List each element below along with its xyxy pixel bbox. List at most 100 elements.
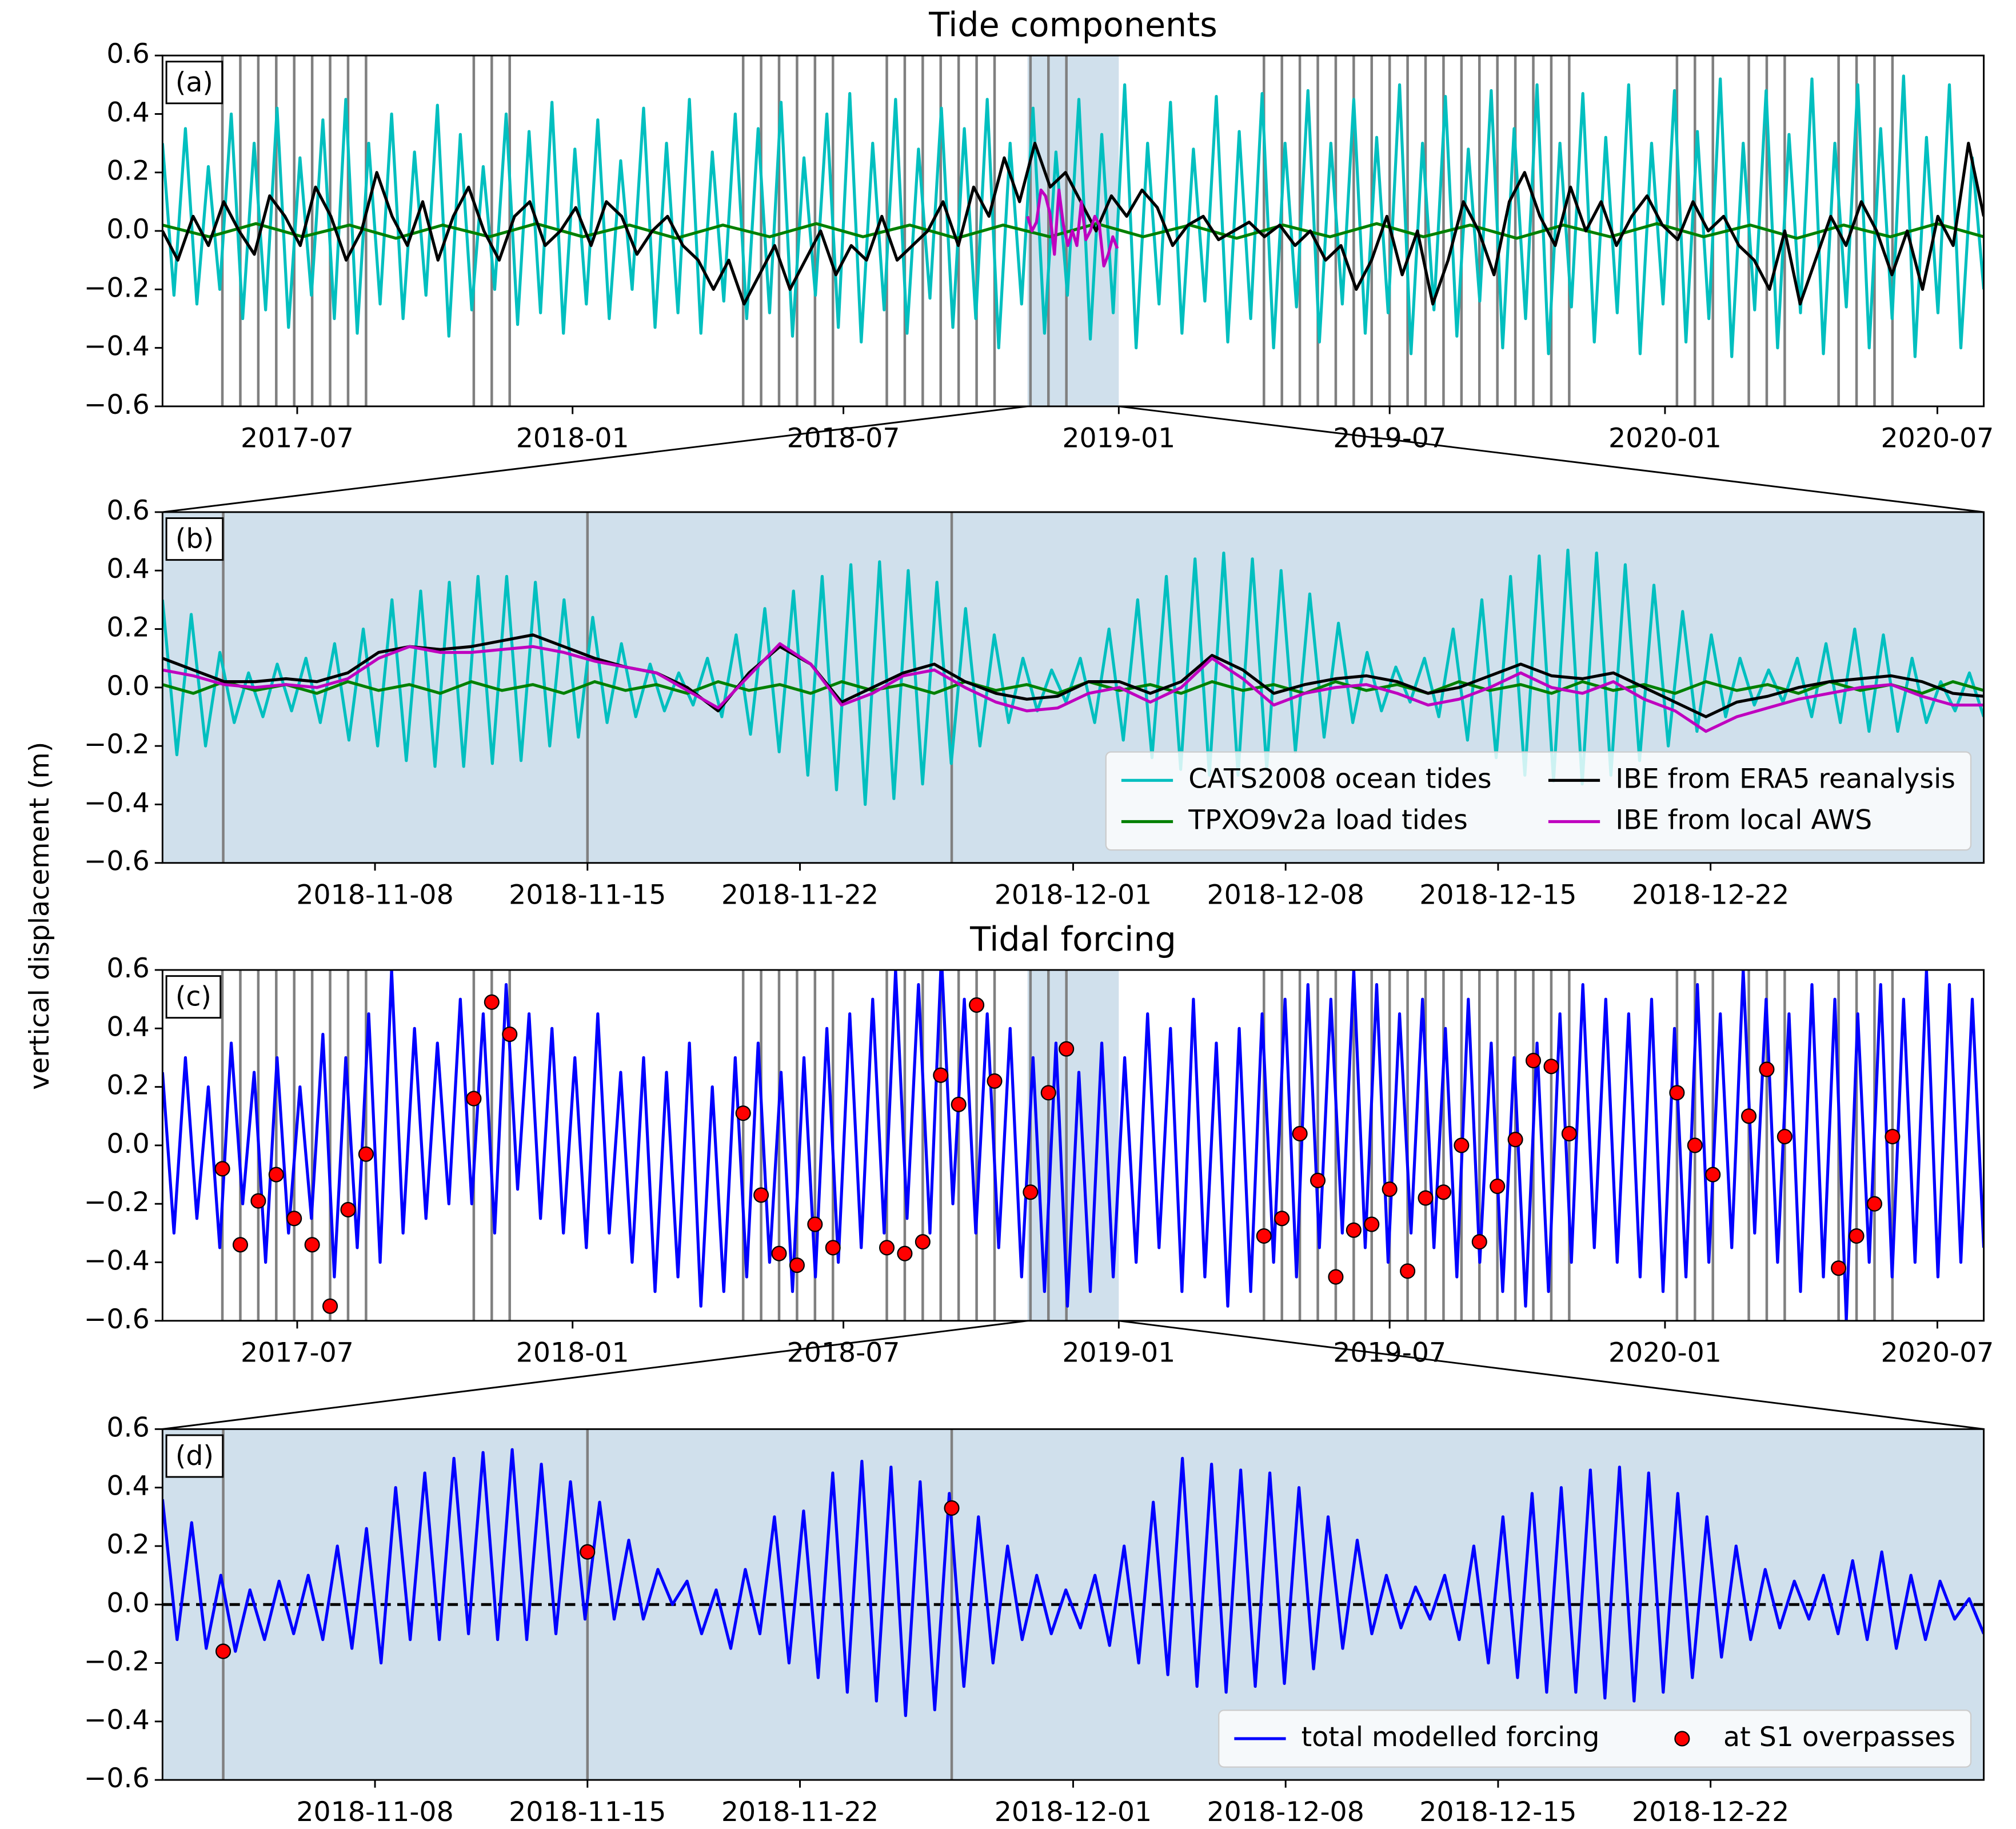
x-tick-label: 2018-11-08 <box>296 1796 453 1828</box>
legend: CATS2008 ocean tides TPXO9v2a load tides I… <box>1105 751 1972 851</box>
x-tick-label: 2019-01 <box>1062 1337 1175 1368</box>
panel-label-box <box>165 975 222 1019</box>
overpass-point <box>286 1211 302 1227</box>
overpass-point <box>1885 1129 1901 1145</box>
overpass-point <box>879 1240 895 1256</box>
overpass-point <box>1382 1181 1398 1197</box>
overpass-point <box>580 1544 596 1560</box>
x-tick-label: 2018-12-22 <box>1632 1796 1789 1828</box>
y-tick-label: −0.4 <box>84 1704 150 1736</box>
x-tick-label: 2018-11-22 <box>721 879 879 910</box>
series-line <box>162 970 1984 1321</box>
overpass-point <box>1471 1234 1487 1250</box>
y-tick-label: 0.6 <box>106 38 149 70</box>
overpass-point <box>232 1237 249 1253</box>
y-tick-label: −0.6 <box>84 1304 150 1335</box>
series-line <box>162 642 1984 733</box>
overpass-point <box>1777 1129 1793 1145</box>
x-tick-label: 2019-07 <box>1333 423 1446 454</box>
overpass-point <box>1364 1216 1380 1232</box>
panel-label-box <box>165 1434 224 1478</box>
panel-title: Tidal forcing <box>969 920 1176 959</box>
overpass-point <box>933 1067 949 1083</box>
legend-label: IBE from local AWS <box>1615 805 1872 836</box>
overpass-point <box>1561 1125 1577 1142</box>
y-tick-label: −0.4 <box>84 331 150 362</box>
panel-label: (a) <box>175 67 213 98</box>
legend-marker <box>1674 1731 1690 1747</box>
zoom-connector <box>162 1320 1028 1430</box>
y-tick-label: −0.6 <box>84 1763 150 1794</box>
overpass-point <box>1525 1053 1542 1069</box>
x-tick-label: 2018-12-01 <box>995 879 1152 910</box>
overpass-point <box>1849 1228 1865 1244</box>
overpass-point <box>825 1240 841 1256</box>
x-tick-label: 2018-12-15 <box>1419 879 1576 910</box>
panel-title: Tide components <box>928 6 1217 45</box>
x-tick-label: 2018-07 <box>787 423 900 454</box>
x-tick-label: 2018-12-08 <box>1207 879 1364 910</box>
y-tick-label: 0.0 <box>106 1587 149 1619</box>
overpass-point <box>358 1146 374 1162</box>
overpass-point <box>807 1216 823 1232</box>
x-tick-label: 2018-07 <box>787 1337 900 1368</box>
y-tick-label: 0.2 <box>106 612 149 644</box>
overpass-point <box>1400 1263 1416 1279</box>
plot-area <box>162 55 1984 406</box>
zoom-connector <box>162 405 1028 513</box>
zoom-connector <box>1119 405 1984 513</box>
overpass-point <box>1292 1125 1308 1142</box>
x-tick-label: 2019-07 <box>1333 1337 1446 1368</box>
overpass-point <box>1435 1184 1451 1200</box>
overpass-point <box>1490 1178 1506 1195</box>
x-tick-label: 2018-01 <box>516 1337 629 1368</box>
plot-area <box>162 970 1984 1321</box>
panel-label: (c) <box>175 981 211 1013</box>
series-line <box>162 141 1984 306</box>
overpass-point <box>771 1245 787 1261</box>
overpass-point <box>214 1161 230 1177</box>
y-tick-label: 0.4 <box>106 553 149 585</box>
plot-area <box>162 512 1984 863</box>
x-tick-label: 2018-11-22 <box>721 1796 879 1828</box>
y-tick-label: 0.0 <box>106 1128 149 1160</box>
overpass-point <box>753 1187 769 1203</box>
y-tick-label: 0.6 <box>106 1412 149 1443</box>
x-tick-label: 2020-01 <box>1608 423 1722 454</box>
x-tick-label: 2018-12-22 <box>1632 879 1789 910</box>
series-line <box>1026 188 1119 267</box>
series-line <box>162 74 1984 358</box>
series-line <box>162 633 1984 718</box>
overpass-point <box>951 1096 967 1112</box>
overpass-point <box>1454 1137 1470 1153</box>
x-tick-label: 2020-07 <box>1881 1337 1994 1368</box>
legend-label: CATS2008 ocean tides <box>1188 763 1491 794</box>
x-tick-label: 2018-12-15 <box>1419 1796 1576 1828</box>
x-tick-label: 2019-01 <box>1062 423 1175 454</box>
overpass-point <box>340 1201 356 1217</box>
y-tick-label: 0.2 <box>106 1529 149 1560</box>
overpass-point <box>1040 1085 1056 1101</box>
panel-label-box <box>165 61 223 105</box>
overpass-point <box>1705 1167 1721 1183</box>
overpass-point <box>1507 1132 1523 1148</box>
series-line <box>162 548 1984 806</box>
y-tick-label: −0.2 <box>84 1187 150 1218</box>
x-tick-label: 2018-01 <box>516 423 629 454</box>
x-tick-label: 2018-12-01 <box>995 1796 1152 1828</box>
overpass-point <box>250 1193 266 1209</box>
series-line <box>162 1448 1984 1718</box>
overpass-point <box>304 1237 320 1253</box>
legend-label: at S1 overpasses <box>1723 1722 1955 1753</box>
overpass-point <box>466 1091 482 1107</box>
overpass-point <box>322 1298 338 1314</box>
overpass-point <box>1759 1061 1775 1077</box>
x-tick-label: 2017-07 <box>241 423 354 454</box>
legend-box <box>1105 751 1972 851</box>
overpass-point <box>1866 1196 1883 1212</box>
panel-label: (b) <box>175 524 214 555</box>
overpass-point <box>987 1073 1003 1089</box>
y-tick-label: 0.0 <box>106 670 149 702</box>
x-tick-label: 2018-11-15 <box>509 1796 666 1828</box>
